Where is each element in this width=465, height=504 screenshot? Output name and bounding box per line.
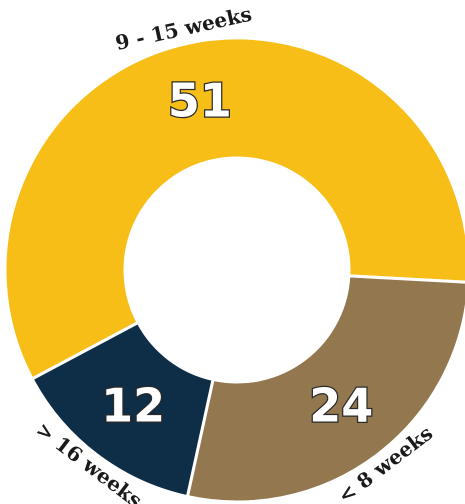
- donut-segment: [185, 274, 465, 504]
- value-label: 51: [168, 74, 232, 128]
- value-label: 24: [309, 378, 373, 432]
- donut-segment: [3, 36, 465, 381]
- donut-segment: [30, 320, 215, 499]
- value-label: 12: [101, 379, 165, 433]
